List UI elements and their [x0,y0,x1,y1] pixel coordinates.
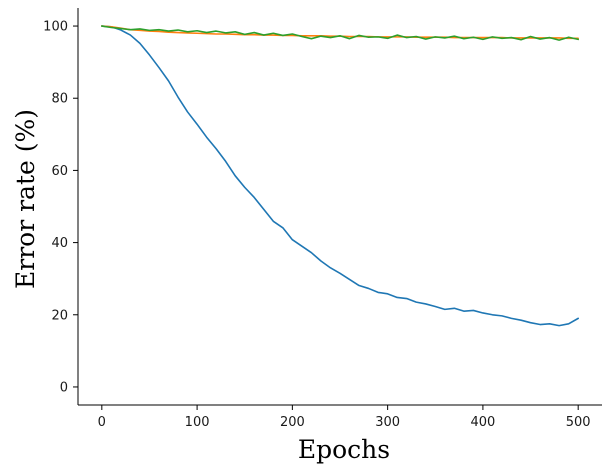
x-tick-label: 300 [375,415,400,430]
x-axis-title: Epochs [298,435,390,464]
plot-area [77,8,602,406]
series-line-1 [101,25,579,327]
y-axis-ticks: 0 20 40 60 80 100 [43,20,78,395]
y-tick-label: 40 [51,236,68,251]
x-tick-label: 400 [470,415,495,430]
series-layer [101,25,579,327]
y-tick-label: 0 [60,380,68,395]
x-tick-label: 100 [185,415,210,430]
x-axis-ticks: 0 100 200 300 400 500 [98,405,591,430]
y-tick-label: 80 [51,92,68,107]
x-tick-label: 500 [566,415,591,430]
y-tick-label: 100 [43,20,68,35]
x-tick-label: 200 [280,415,305,430]
y-axis-title: Error rate (%) [11,109,40,289]
series-line-3 [101,25,579,41]
y-tick-label: 20 [51,308,68,323]
x-tick-label: 0 [98,415,106,430]
y-tick-label: 60 [51,164,68,179]
